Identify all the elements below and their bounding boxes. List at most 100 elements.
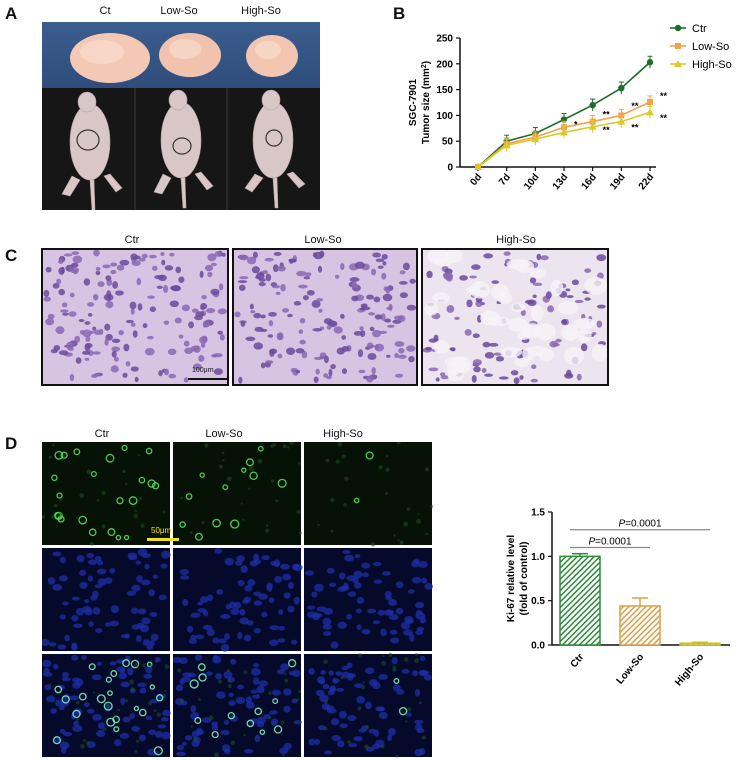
ki67-background-signal xyxy=(370,542,376,547)
dapi-nucleus xyxy=(258,593,268,600)
he-nucleus xyxy=(245,336,256,342)
he-nucleus xyxy=(406,345,416,352)
he-nucleus xyxy=(386,306,393,310)
ki67-background-signal xyxy=(424,467,429,472)
dapi-nucleus xyxy=(97,722,105,730)
ki67-background-signal xyxy=(205,676,208,679)
dapi-nucleus xyxy=(52,551,62,557)
p-italic: P xyxy=(618,519,625,530)
dapi-nucleus xyxy=(220,613,231,619)
he-nucleus xyxy=(156,285,163,289)
dapi-nucleus xyxy=(182,598,189,607)
ki67-background-signal xyxy=(153,709,157,713)
he-nucleus xyxy=(292,368,299,376)
dapi-nucleus xyxy=(224,557,234,566)
ki67-background-signal xyxy=(92,691,96,694)
ki67-background-signal xyxy=(75,516,79,519)
he-nucleus xyxy=(118,330,124,336)
he-clear-area xyxy=(522,347,535,361)
dapi-nucleus xyxy=(378,673,388,680)
ki67-background-signal xyxy=(204,443,209,448)
he-nucleus xyxy=(184,347,194,354)
he-nucleus xyxy=(262,270,269,275)
he-nucleus xyxy=(313,376,319,383)
dapi-nucleus xyxy=(423,674,433,681)
he-nucleus xyxy=(341,345,350,352)
dapi-nucleus xyxy=(62,601,69,606)
he-nucleus xyxy=(183,340,190,347)
y-tick-label: 1.5 xyxy=(531,508,545,519)
ki67-background-signal xyxy=(297,461,301,465)
he-nucleus xyxy=(160,252,165,256)
ki67-positive-cell xyxy=(254,707,263,716)
he-nucleus xyxy=(45,266,52,273)
ki67-positive-cell xyxy=(179,521,186,528)
ki67-background-signal xyxy=(129,679,135,685)
bar-ctr xyxy=(559,555,601,646)
y-tick-label: 200 xyxy=(436,59,453,70)
dapi-nucleus xyxy=(343,582,349,591)
dapi-nucleus xyxy=(144,563,150,570)
he-nucleus xyxy=(394,352,399,359)
he-nucleus xyxy=(52,283,60,289)
he-nucleus xyxy=(446,305,455,313)
he-nucleus xyxy=(268,320,274,327)
dapi-nucleus xyxy=(234,601,242,609)
dapi-nucleus xyxy=(339,710,347,719)
he-nucleus xyxy=(366,294,374,300)
he-nucleus xyxy=(386,354,391,358)
he-nucleus xyxy=(237,280,248,284)
he-nucleus xyxy=(122,372,128,378)
he-nucleus xyxy=(130,366,139,372)
dapi-nucleus xyxy=(59,614,66,620)
ki67-positive-cell xyxy=(116,496,124,505)
dapi-nucleus xyxy=(381,571,391,576)
ki67-positive-cell xyxy=(88,663,96,671)
he-clear-area xyxy=(433,340,450,354)
he-nucleus xyxy=(491,280,500,284)
p-value: =0.0001 xyxy=(595,536,632,547)
he-frame xyxy=(232,248,418,386)
he-nucleus xyxy=(495,356,505,362)
dapi-nucleus xyxy=(388,728,396,736)
he-nucleus xyxy=(596,320,603,328)
data-point xyxy=(531,135,540,143)
dapi-nucleus xyxy=(269,639,279,647)
he-nucleus xyxy=(214,251,222,257)
he-nucleus xyxy=(565,288,571,292)
he-nucleus xyxy=(275,291,281,296)
dapi-nucleus xyxy=(190,634,197,641)
he-nucleus xyxy=(387,324,395,328)
he-scale-bar xyxy=(188,378,228,380)
dapi-nucleus xyxy=(412,669,419,677)
ki67-positive-cell xyxy=(121,444,128,452)
dapi-nucleus xyxy=(228,700,236,706)
he-nucleus xyxy=(151,265,158,271)
dapi-nucleus xyxy=(120,681,130,688)
dapi-nucleus xyxy=(346,613,352,620)
he-nucleus xyxy=(596,254,607,262)
dapi-nucleus xyxy=(150,633,159,642)
dapi-nucleus xyxy=(365,701,372,710)
he-nucleus xyxy=(63,253,73,257)
dapi-nucleus xyxy=(43,667,50,675)
he-nucleus xyxy=(381,253,388,260)
he-nucleus xyxy=(84,342,93,348)
he-nucleus xyxy=(547,305,555,313)
he-image-1 xyxy=(41,248,229,386)
ki67-positive-cell xyxy=(212,518,221,528)
ki67-background-signal xyxy=(221,451,225,455)
he-nucleus xyxy=(385,286,391,294)
he-scale-bar-label: 100μm xyxy=(192,367,214,374)
he-nucleus xyxy=(84,321,91,325)
he-nucleus xyxy=(167,348,177,356)
he-nucleus xyxy=(277,265,286,272)
dapi-nucleus xyxy=(320,670,326,675)
dapi-nucleus xyxy=(415,610,423,616)
he-clear-area xyxy=(564,346,585,365)
dapi-nucleus xyxy=(314,583,324,592)
dapi-nucleus xyxy=(200,596,209,603)
dapi-nucleus xyxy=(87,708,95,714)
ki67-background-signal xyxy=(147,701,152,706)
he-nucleus xyxy=(306,290,315,296)
